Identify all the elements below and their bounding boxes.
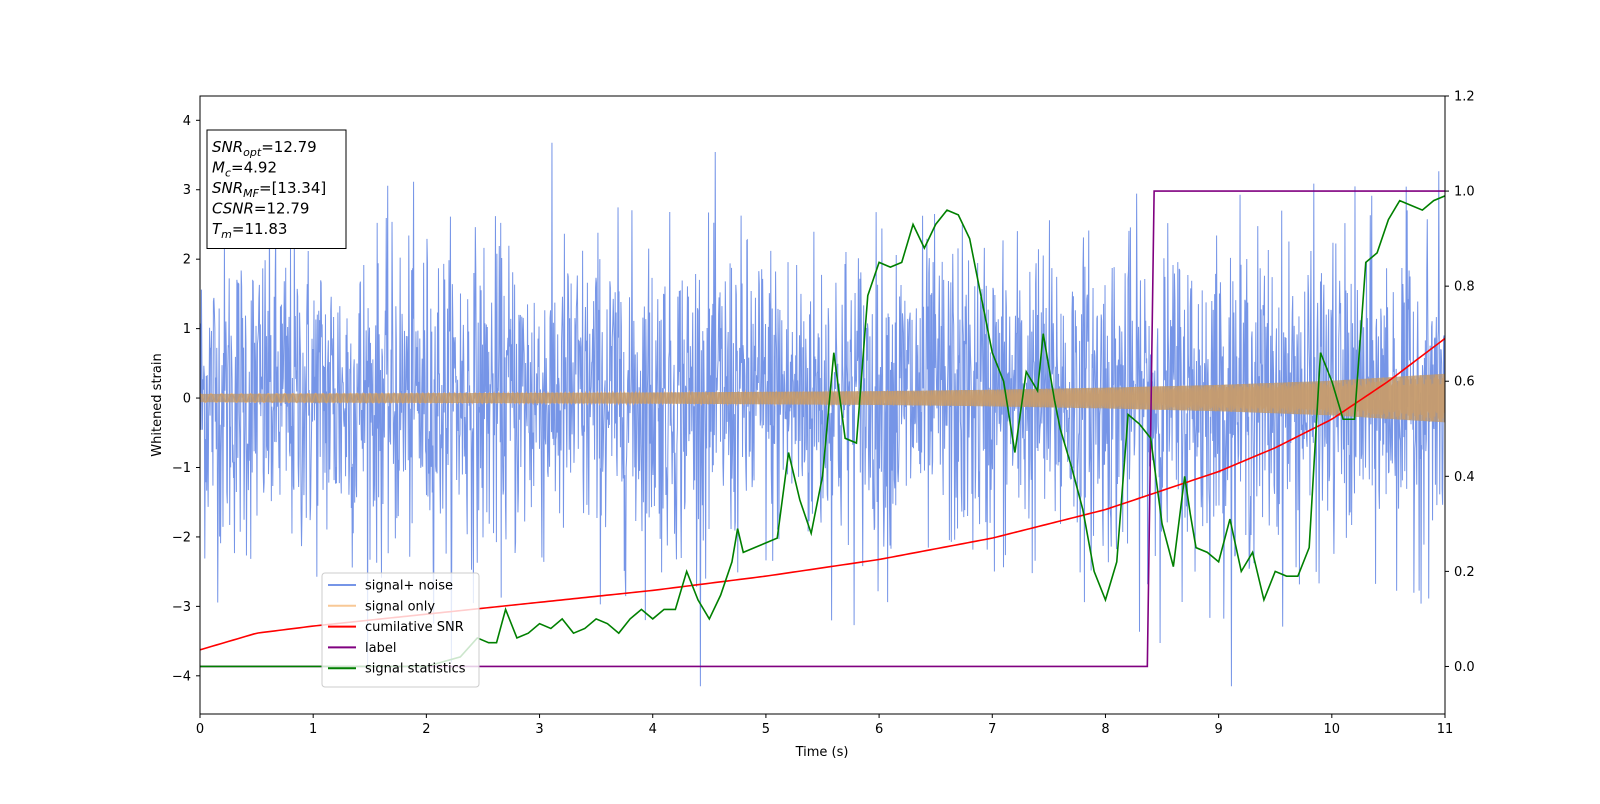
y-left-tick-label: −4 [172, 669, 191, 684]
info-line: Tm=11.83 [212, 220, 287, 241]
x-tick-label: 5 [762, 722, 770, 737]
y-right-tick-label: 0.6 [1454, 375, 1475, 390]
legend-label: signal+ noise [365, 579, 453, 594]
x-axis-label: Time (s) [795, 745, 849, 760]
y-right-tick-label: 0.2 [1454, 565, 1475, 580]
x-tick-label: 6 [875, 722, 883, 737]
x-tick-label: 9 [1214, 722, 1222, 737]
y-left-tick-label: 4 [183, 114, 191, 129]
legend-frame [321, 572, 480, 688]
series-signal-only-envelope [200, 373, 1445, 423]
y-axis-label: Whitened strain [150, 353, 165, 456]
info-line: SNRMF=[13.34] [212, 179, 326, 200]
x-tick-label: 7 [988, 722, 996, 737]
series-signal-noise [200, 142, 1445, 687]
x-tick-label: 11 [1437, 722, 1454, 737]
info-box: SNRopt=12.79Mc=4.92SNRMF=[13.34]CSNR=12.… [206, 129, 347, 249]
y-axis-left: −4 −3 −2 −1 0 1 2 3 4 [172, 114, 200, 684]
legend-label: signal statistics [365, 662, 466, 677]
y-left-tick-label: 3 [183, 183, 191, 198]
x-axis: 0 1 2 3 4 5 6 7 8 9 10 11 [196, 714, 1453, 737]
y-left-tick-label: 1 [183, 322, 191, 337]
legend-label: cumilative SNR [365, 620, 464, 635]
x-tick-label: 8 [1101, 722, 1109, 737]
y-right-tick-label: 0.4 [1454, 470, 1475, 485]
legend: signal+ noise signal only cumilative SNR la… [321, 572, 480, 688]
x-tick-label: 4 [649, 722, 657, 737]
series-signal-statistics [200, 195, 1445, 668]
y-right-tick-label: 1.0 [1454, 185, 1475, 200]
x-tick-label: 3 [535, 722, 543, 737]
x-tick-label: 10 [1324, 722, 1341, 737]
y-right-tick-label: 0.8 [1454, 280, 1475, 295]
x-tick-label: 2 [422, 722, 430, 737]
y-left-tick-label: −3 [172, 600, 191, 615]
y-right-tick-label: 1.2 [1454, 90, 1475, 105]
info-line: SNRopt=12.79 [212, 138, 317, 159]
x-tick-label: 0 [196, 722, 204, 737]
legend-label: label [365, 641, 396, 656]
y-right-tick-label: 0.0 [1454, 660, 1475, 675]
info-box-frame [206, 129, 347, 249]
y-axis-right: 0.0 0.2 0.4 0.6 0.8 1.0 1.2 [1445, 90, 1475, 675]
y-left-tick-label: 0 [183, 392, 191, 407]
info-line: Mc=4.92 [212, 159, 277, 180]
x-tick-label: 1 [309, 722, 317, 737]
plot-frame [199, 95, 1446, 715]
info-line: CSNR=12.79 [212, 200, 309, 218]
legend-label: signal only [365, 599, 435, 614]
y-left-tick-label: 2 [183, 253, 191, 268]
y-left-tick-label: −2 [172, 530, 191, 545]
series-label [200, 190, 1445, 668]
y-left-tick-label: −1 [172, 461, 191, 476]
